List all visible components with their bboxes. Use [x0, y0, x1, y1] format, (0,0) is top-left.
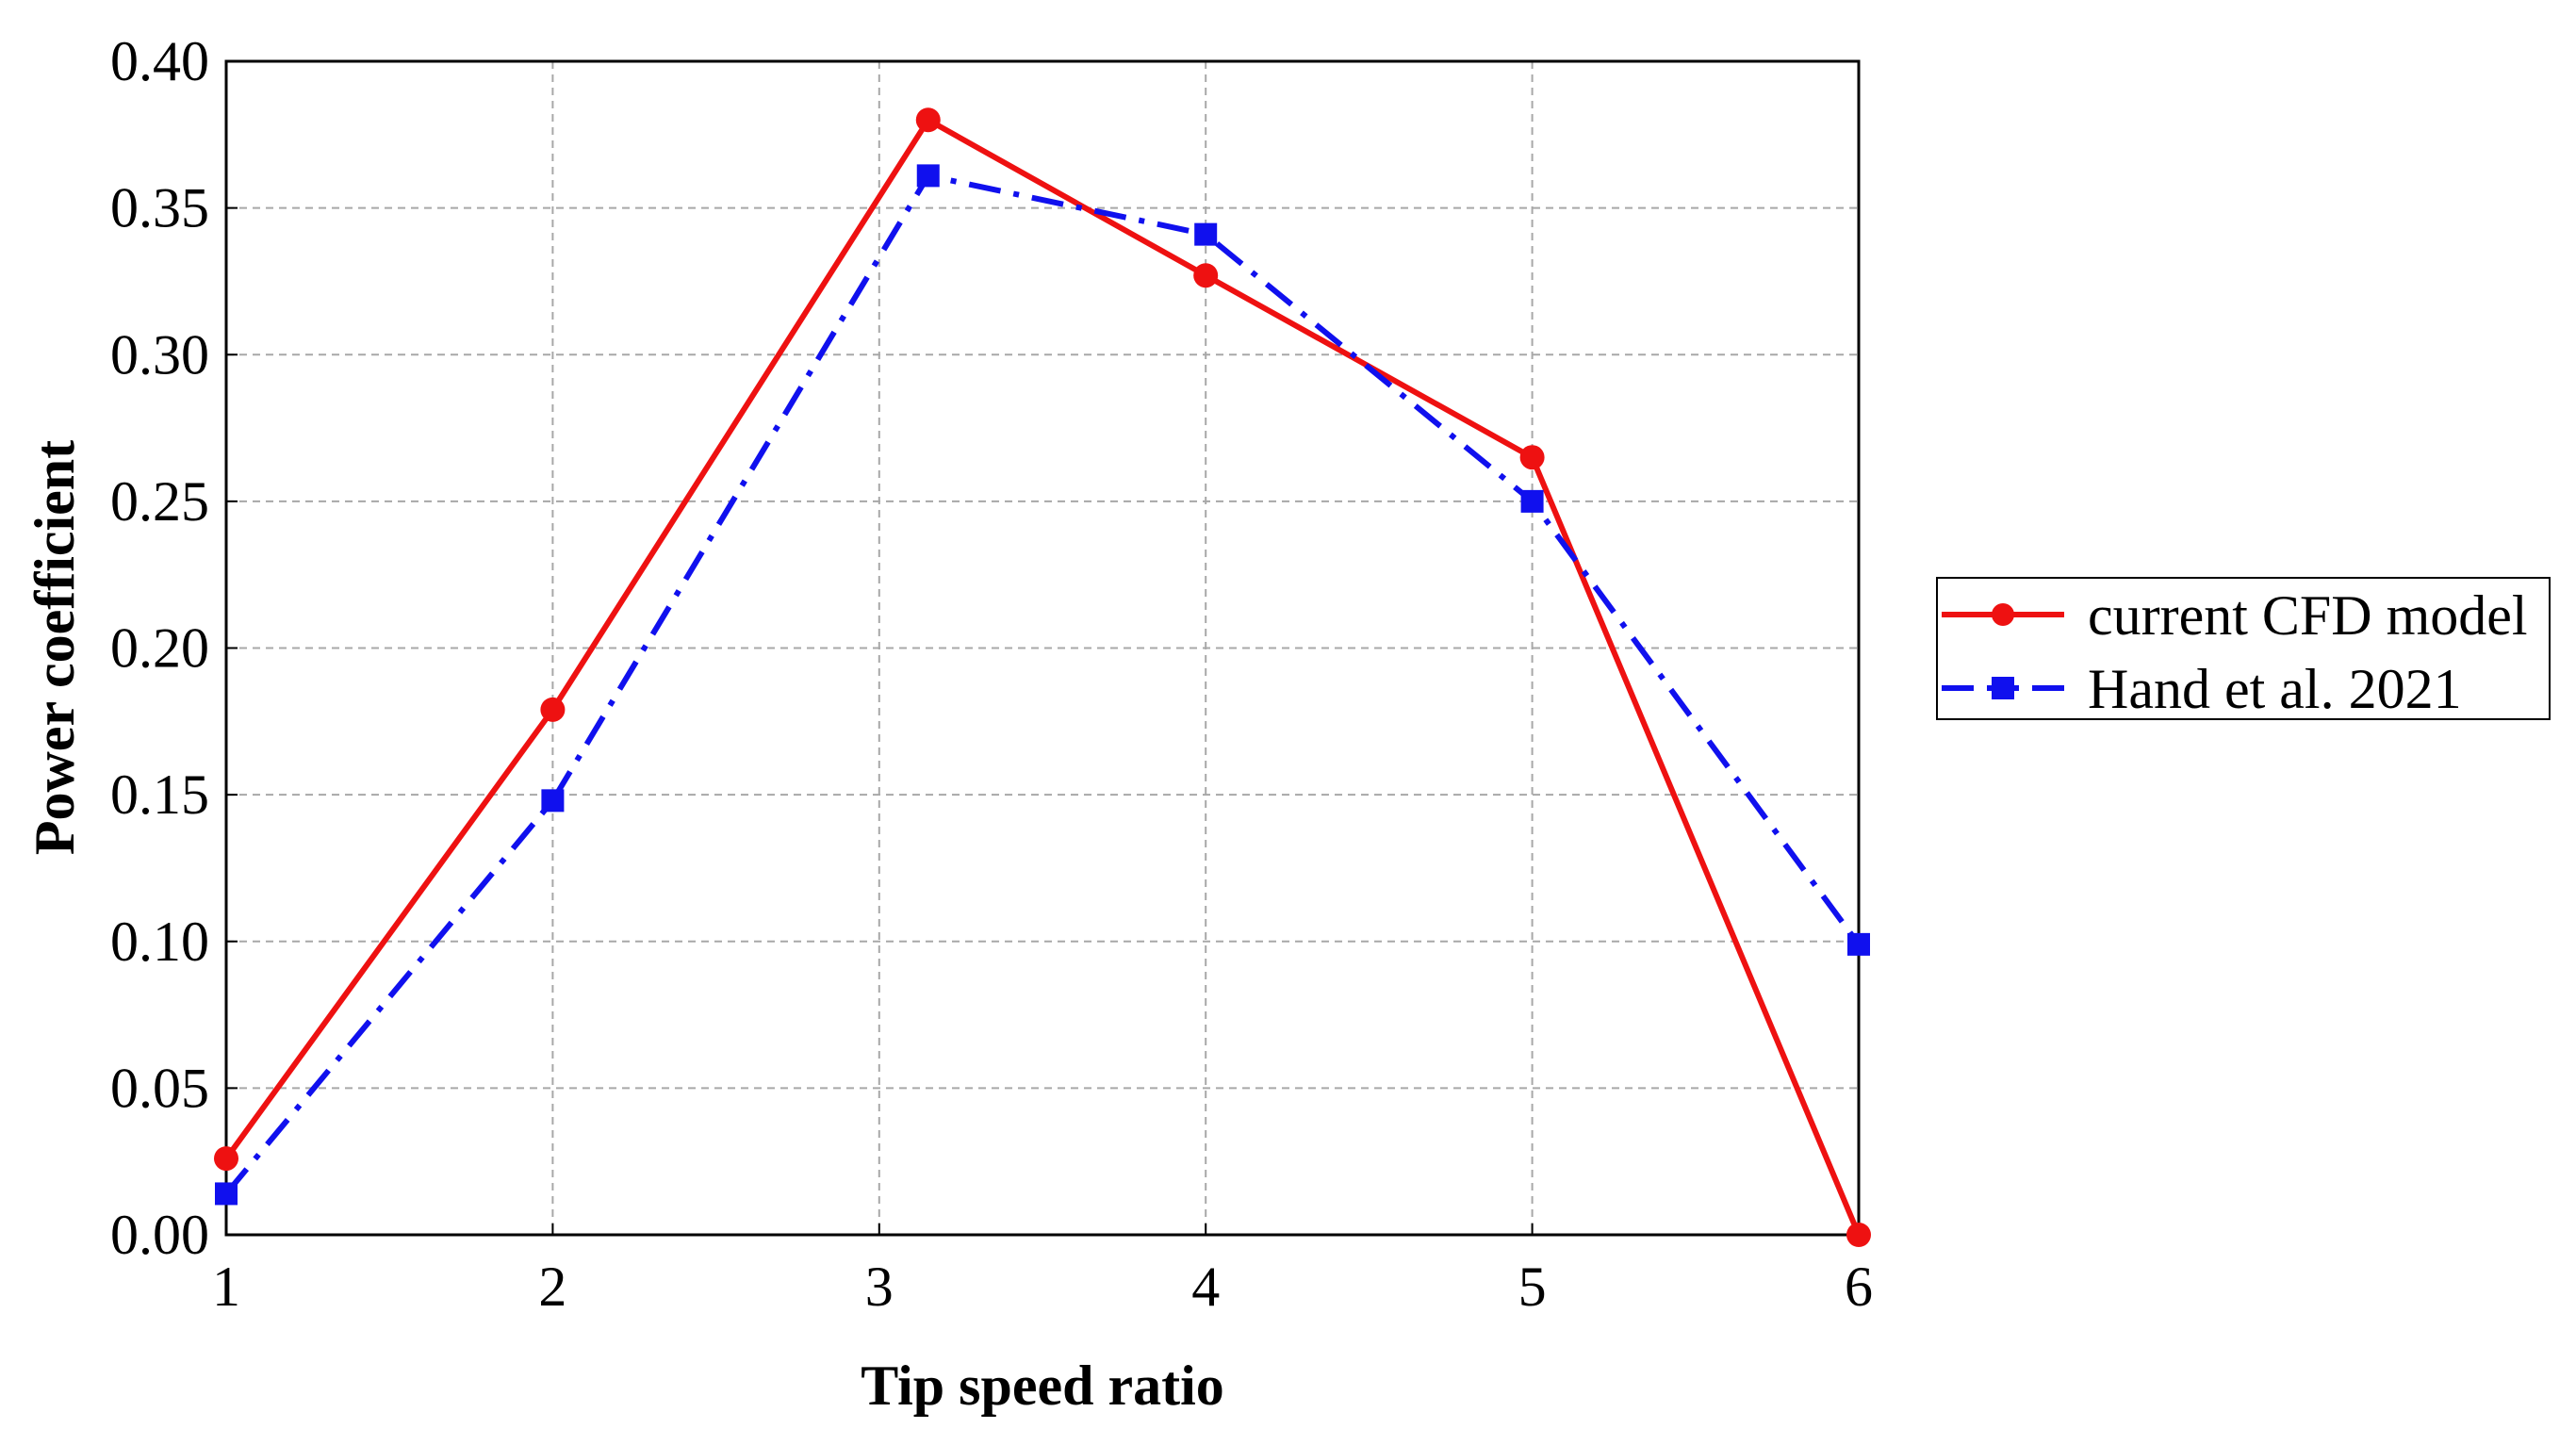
- data-point: [214, 1146, 238, 1172]
- x-tick-label: 4: [1191, 1256, 1220, 1318]
- data-point: [541, 789, 565, 813]
- series-line: [223, 117, 1862, 1237]
- data-point: [1194, 222, 1218, 246]
- series-line: [223, 172, 1862, 1196]
- grid-lines: [226, 61, 1859, 1235]
- x-tick-label: 2: [538, 1256, 566, 1318]
- data-point: [916, 164, 940, 188]
- y-tick-label: 0.20: [110, 617, 209, 680]
- x-tick-label: 5: [1518, 1256, 1547, 1318]
- series-current-cfd: [214, 107, 1871, 1247]
- legend-box: [1936, 577, 2551, 720]
- y-tick-label: 0.00: [110, 1204, 209, 1266]
- x-tick-label: 1: [212, 1256, 240, 1318]
- x-tick-label: 3: [865, 1256, 894, 1318]
- y-axis-ticks: 0.00 0.05 0.10 0.15 0.20 0.25 0.30 0.35 0.40: [110, 30, 238, 1266]
- y-tick-label: 0.05: [110, 1057, 209, 1119]
- legend-marker-hand-2021: [1992, 677, 2014, 699]
- legend-label-hand-2021: Hand et al. 2021: [2088, 658, 2462, 720]
- series-layer: [214, 107, 1871, 1247]
- data-point: [1846, 1223, 1871, 1247]
- data-point: [215, 1182, 238, 1206]
- y-axis-title: Power coefficient: [24, 440, 86, 855]
- y-tick-label: 0.15: [110, 764, 209, 826]
- x-tick-label: 6: [1845, 1256, 1873, 1318]
- legend-marker-current-cfd: [1992, 603, 2014, 626]
- data-point: [1520, 489, 1544, 513]
- data-point: [1847, 932, 1870, 956]
- y-tick-label: 0.40: [110, 30, 209, 92]
- y-tick-label: 0.10: [110, 911, 209, 973]
- y-tick-label: 0.25: [110, 470, 209, 533]
- x-axis-ticks: 1 2 3 4 5 6: [212, 1223, 1873, 1318]
- data-point: [540, 697, 566, 722]
- legend: current CFD model Hand et al. 2021: [1936, 577, 2551, 720]
- series-hand-2021: [215, 164, 1870, 1206]
- y-tick-label: 0.35: [110, 177, 209, 239]
- data-point: [1193, 263, 1219, 288]
- data-point: [915, 107, 941, 133]
- x-axis-title: Tip speed ratio: [861, 1355, 1224, 1417]
- data-point: [1519, 445, 1545, 470]
- y-tick-label: 0.30: [110, 323, 209, 386]
- legend-label-current-cfd: current CFD model: [2088, 584, 2528, 647]
